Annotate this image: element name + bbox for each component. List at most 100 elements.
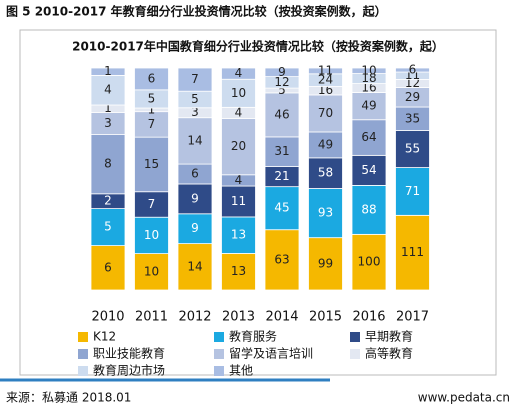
data-label: 5 (278, 83, 286, 97)
data-label: 7 (148, 117, 156, 131)
bar-segment (308, 67, 343, 75)
bar-segment (351, 119, 387, 156)
bar-segment (395, 214, 430, 291)
legend-label: 教育服务 (229, 329, 277, 344)
legend-marker (350, 349, 360, 359)
legend-label: 教育周边市场 (93, 363, 165, 378)
data-label: 14 (187, 133, 202, 147)
data-label: 14 (187, 259, 202, 273)
data-label: 54 (361, 163, 376, 177)
legend-marker (78, 366, 88, 376)
legend-marker (350, 332, 360, 342)
legend-label: 其他 (229, 364, 253, 378)
bar-segment (264, 92, 300, 138)
data-label: 70 (318, 106, 333, 120)
legend-label: 早期教育 (365, 329, 413, 344)
bar-segment (395, 67, 430, 73)
data-label: 4 (235, 66, 243, 80)
bar-segment (395, 130, 430, 168)
data-label: 35 (405, 111, 420, 125)
data-label: 99 (318, 256, 333, 270)
data-label: 46 (274, 107, 289, 121)
data-label: 6 (409, 63, 417, 77)
bar-segment (308, 94, 343, 133)
data-label: 4 (104, 83, 112, 97)
data-label: 6 (148, 71, 156, 85)
data-label: 49 (318, 137, 333, 151)
data-label: 49 (361, 99, 376, 113)
data-label: 12 (274, 75, 289, 89)
chart-title: 2010-2017年中国教育细分行业投资情况比较（按投资案例数，起） (72, 39, 444, 54)
data-label: 11 (318, 63, 333, 77)
legend-label: 高等教育 (365, 346, 413, 361)
bar-segment (90, 134, 126, 195)
bar-segment (395, 167, 430, 216)
data-label: 7 (191, 72, 199, 86)
data-label: 88 (361, 202, 376, 216)
x-tick-label: 2012 (178, 310, 211, 325)
bar-segment (134, 67, 169, 91)
data-label: 5 (104, 220, 112, 234)
data-label: 2 (104, 194, 112, 208)
legend-label: K12 (93, 330, 116, 344)
bar-segment (134, 253, 169, 291)
bar-segment (264, 136, 300, 167)
bar-segment (90, 67, 126, 76)
data-label: 9 (191, 221, 199, 235)
data-label: 7 (148, 197, 156, 211)
data-label: 1 (148, 102, 156, 116)
data-label: 1 (104, 64, 112, 78)
x-tick-label: 2015 (309, 310, 342, 325)
legend-marker (78, 349, 88, 359)
data-label: 24 (318, 73, 333, 87)
bar-segment (221, 78, 256, 108)
bar-segment (134, 136, 169, 193)
bar-segment (177, 243, 213, 291)
bar-segment (308, 237, 343, 291)
x-tick-label: 2010 (91, 310, 124, 325)
x-tick-label: 2013 (222, 310, 255, 325)
bar-segment (351, 184, 387, 235)
data-label: 3 (191, 105, 199, 119)
data-label: 20 (231, 139, 246, 153)
x-tick-label: 2014 (265, 310, 298, 325)
x-tick-label: 2017 (396, 310, 429, 325)
data-label: 45 (274, 201, 289, 215)
data-label: 6 (191, 167, 199, 181)
legend-marker (214, 349, 224, 359)
bar-segment (177, 67, 213, 92)
bar-segment (308, 131, 343, 159)
legend-label: 留学及语言培训 (229, 346, 313, 361)
bar-segment (90, 245, 126, 291)
bar-segment (177, 117, 213, 165)
data-label: 58 (318, 166, 333, 180)
data-label: 15 (144, 157, 159, 171)
data-label: 31 (274, 144, 289, 158)
x-tick-label: 2016 (352, 310, 385, 325)
data-label: 4 (235, 173, 243, 187)
data-label: 100 (358, 255, 381, 269)
data-label: 8 (104, 157, 112, 171)
bar-segment (264, 67, 300, 78)
data-label: 9 (191, 191, 199, 205)
bar-segment (351, 154, 387, 186)
legend-marker (78, 332, 88, 342)
data-label: 55 (405, 142, 420, 156)
bar-segment (264, 186, 300, 231)
data-label: 111 (401, 245, 424, 259)
data-label: 3 (104, 116, 112, 130)
bar-segment (221, 253, 256, 291)
source: 来源：私募通 2018.01 (6, 391, 131, 405)
data-label: 10 (144, 264, 159, 278)
data-label: 6 (104, 260, 112, 274)
bar-segment (351, 67, 387, 74)
data-label: 21 (274, 169, 289, 183)
data-label: 13 (231, 264, 246, 278)
legend-label: 职业技能教育 (93, 346, 165, 361)
bar-segment (308, 188, 343, 239)
data-label: 11 (231, 194, 246, 208)
website: www.pedata.cn (418, 391, 510, 405)
data-label: 16 (361, 81, 376, 95)
bar-segment (134, 216, 169, 255)
data-label: 10 (231, 86, 246, 100)
